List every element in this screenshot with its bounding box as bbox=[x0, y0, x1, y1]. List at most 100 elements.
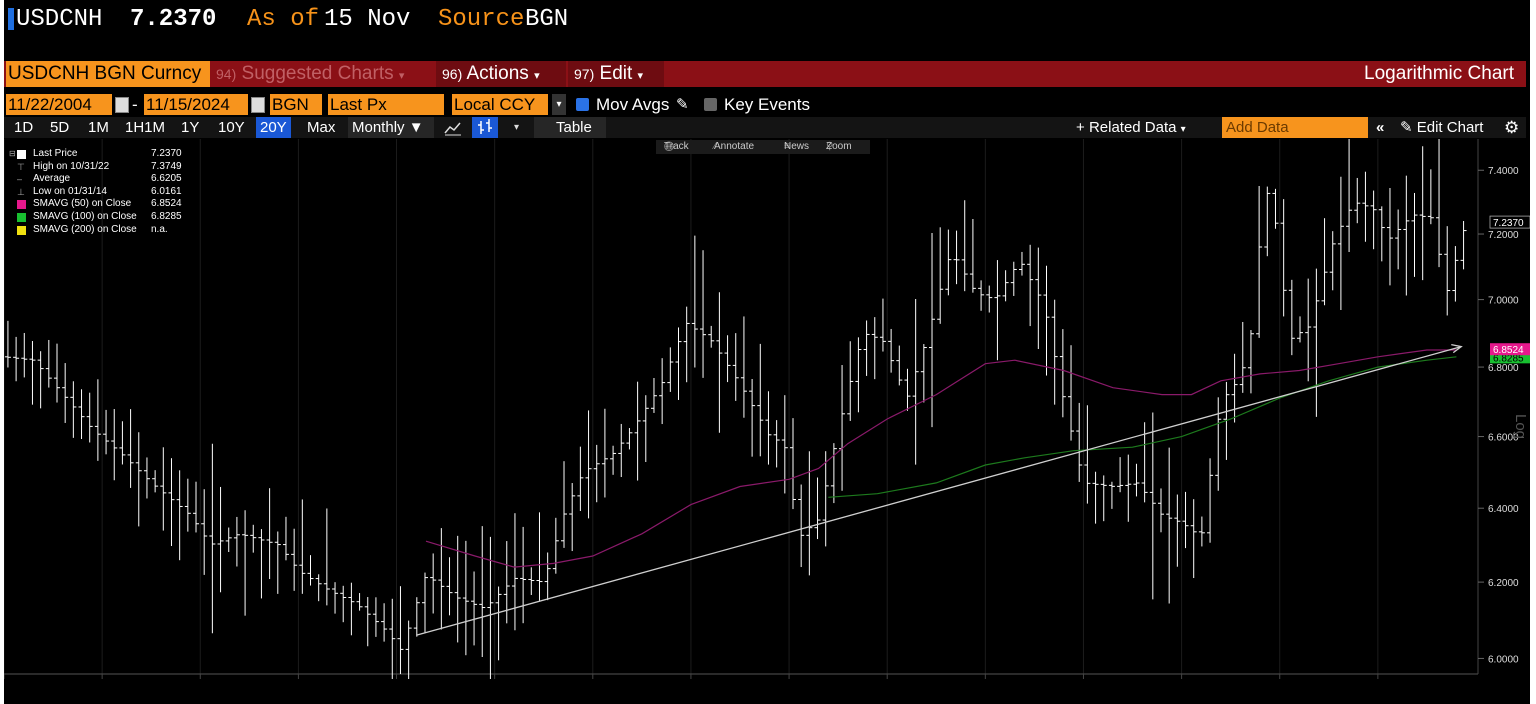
edit-chart-button[interactable]: ✎ Edit Chart bbox=[1400, 117, 1483, 138]
legend-value: 6.8285 bbox=[151, 210, 182, 222]
start-date-field[interactable]: 11/22/2004 bbox=[6, 94, 112, 115]
chart-parameters: 11/22/2004 - 11/15/2024 BGN Last Px Loca… bbox=[4, 94, 1530, 116]
last-price-tag bbox=[1489, 215, 1530, 229]
key-events-checkbox[interactable] bbox=[704, 98, 717, 111]
chevron-down-icon: ▾ bbox=[1180, 124, 1186, 135]
pencil-icon[interactable]: ✎ bbox=[676, 96, 689, 113]
suggested-label: Suggested Charts bbox=[241, 63, 394, 84]
legend-value: 6.0161 bbox=[151, 185, 182, 197]
frequency-label: Monthly bbox=[352, 119, 405, 136]
ticker-symbol: USDCNH bbox=[16, 6, 103, 33]
legend-value: 7.3749 bbox=[151, 160, 182, 172]
legend-label: High on 10/31/22 bbox=[33, 160, 110, 172]
price-tick-label: 7.4000 bbox=[1488, 166, 1519, 177]
range-20y[interactable]: 20Y bbox=[256, 117, 291, 138]
range-1m[interactable]: 1M bbox=[88, 119, 109, 136]
frequency-selector[interactable]: Monthly ▼ bbox=[348, 117, 434, 138]
range-max[interactable]: Max bbox=[307, 119, 336, 136]
legend-label: SMAVG (100) on Close bbox=[33, 210, 137, 222]
chart-mode-label: Logarithmic Chart bbox=[1364, 63, 1514, 84]
bar-chart-icon[interactable] bbox=[472, 117, 498, 138]
as-of-label: As of bbox=[247, 6, 320, 33]
security-field[interactable]: USDCNH BGN Curncy bbox=[6, 61, 210, 87]
legend-label: SMAVG (200) on Close bbox=[33, 223, 137, 235]
last-price: 7.2370 bbox=[130, 6, 217, 33]
chevron-down-icon[interactable]: ▾ bbox=[552, 94, 566, 115]
sma50-tag-text: 6.8524 bbox=[1493, 345, 1524, 356]
suggested-number: 94) bbox=[216, 66, 237, 82]
double-chevron-left-icon[interactable]: « bbox=[1376, 119, 1385, 136]
high-marker-icon: ⊤ bbox=[17, 161, 25, 172]
legend-swatch bbox=[17, 150, 26, 159]
legend-value: n.a. bbox=[151, 223, 168, 235]
legend-value: 7.2370 bbox=[151, 148, 182, 159]
mov-avgs-checkbox[interactable] bbox=[576, 98, 589, 111]
chart-toolbar: 1D 5D 1M 1H1M 1Y 10Y 20Y Max Monthly ▼ ▾… bbox=[4, 117, 1526, 138]
range-5d[interactable]: 5D bbox=[50, 119, 70, 136]
price-tick-label: 6.6000 bbox=[1488, 433, 1519, 444]
legend-value: 6.6205 bbox=[151, 173, 182, 185]
legend-label: Average bbox=[33, 173, 71, 185]
x-axis-band bbox=[4, 674, 1530, 679]
calendar-icon[interactable] bbox=[115, 97, 129, 113]
currency-selector[interactable]: Local CCY bbox=[452, 94, 548, 115]
chevron-down-icon: ▾ bbox=[398, 70, 405, 82]
sma100-line bbox=[828, 356, 1457, 498]
log-axis-label: Log bbox=[1512, 414, 1529, 439]
legend-swatch bbox=[17, 212, 26, 222]
calendar-icon[interactable] bbox=[251, 97, 265, 113]
date-dash: - bbox=[132, 95, 138, 114]
mov-avgs-label: Mov Avgs bbox=[596, 95, 670, 114]
related-data-menu[interactable]: + Related Data ▾ bbox=[1076, 117, 1212, 138]
chevron-down-icon: ▾ bbox=[637, 70, 644, 82]
price-tick-label: 6.8000 bbox=[1488, 363, 1519, 374]
sma50-tag bbox=[1490, 343, 1530, 356]
low-marker-icon: ⊥ bbox=[17, 186, 25, 197]
legend-swatch bbox=[17, 225, 26, 235]
price-chart[interactable]: 2010201120122013201420152016201720182019… bbox=[4, 139, 1530, 679]
caret-down-icon: ▼ bbox=[408, 119, 424, 136]
trend-line bbox=[416, 345, 1462, 636]
gear-icon[interactable]: ⚙ bbox=[1504, 118, 1520, 137]
trend-arrowhead bbox=[1451, 343, 1463, 354]
suggested-charts-menu[interactable]: 94) Suggested Charts ▾ bbox=[212, 61, 434, 87]
last-price-tag-text: 7.2370 bbox=[1493, 218, 1524, 229]
line-chart-icon[interactable] bbox=[444, 117, 466, 138]
chevron-down-icon: ▾ bbox=[534, 70, 540, 82]
edit-label: Edit bbox=[599, 63, 633, 84]
legend-label: Low on 01/31/14 bbox=[33, 185, 107, 197]
ticker-marker bbox=[8, 8, 14, 30]
as-of-date: 15 Nov bbox=[324, 6, 411, 33]
price-tick-label: 6.0000 bbox=[1488, 654, 1519, 665]
range-1y[interactable]: 1Y bbox=[181, 119, 200, 136]
range-1d[interactable]: 1D bbox=[14, 119, 34, 136]
range-10y[interactable]: 10Y bbox=[218, 119, 245, 136]
edit-chart-label: Edit Chart bbox=[1416, 119, 1484, 136]
table-button[interactable]: Table bbox=[534, 117, 606, 138]
add-data-input[interactable]: Add Data bbox=[1222, 117, 1368, 138]
pricing-source-field[interactable]: BGN bbox=[270, 94, 322, 115]
actions-menu[interactable]: 96) Actions ▾ bbox=[436, 61, 566, 87]
bloomberg-chart-window: USDCNH 7.2370 As of 15 Nov Source BGN US… bbox=[4, 0, 1530, 704]
actions-number: 96) bbox=[442, 66, 463, 82]
price-tick-label: 6.4000 bbox=[1488, 504, 1519, 515]
price-tick-label: 6.2000 bbox=[1488, 578, 1519, 589]
edit-menu[interactable]: 97) Edit ▾ bbox=[568, 61, 664, 87]
sma100-tag-text: 6.8285 bbox=[1493, 353, 1524, 364]
legend-label: SMAVG (50) on Close bbox=[33, 198, 132, 210]
legend-swatch bbox=[17, 200, 26, 210]
price-tick-label: 7.2000 bbox=[1488, 230, 1519, 241]
field-selector[interactable]: Last Px bbox=[328, 94, 444, 115]
end-date-field[interactable]: 11/15/2024 bbox=[144, 94, 248, 115]
chevron-down-icon[interactable]: ▾ bbox=[514, 122, 520, 133]
average-marker-icon: – bbox=[17, 174, 23, 185]
chart-mini-toolbar: ⨁ Track ∕ Annotate ≡ News ⚲ Zoom bbox=[656, 140, 870, 154]
legend-label: Last Price bbox=[33, 148, 78, 159]
actions-label: Actions bbox=[466, 63, 529, 84]
related-data-label: Related Data bbox=[1088, 119, 1177, 136]
title-bar: USDCNH 7.2370 As of 15 Nov Source BGN bbox=[4, 0, 1530, 38]
range-1h1m[interactable]: 1H1M bbox=[125, 119, 166, 136]
collapse-icon[interactable]: ⊟ bbox=[9, 149, 16, 158]
sma50-line bbox=[425, 349, 1457, 568]
pencil-icon: ✎ bbox=[1400, 119, 1413, 136]
